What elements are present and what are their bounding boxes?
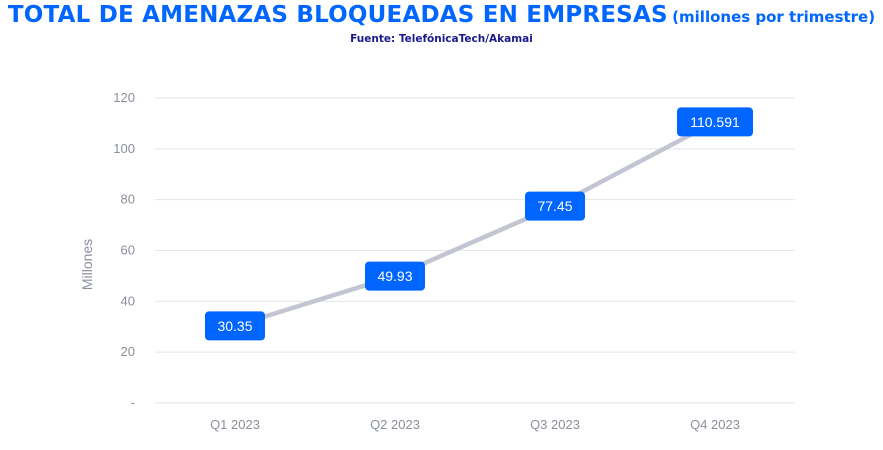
x-tick-label: Q3 2023 xyxy=(530,417,580,432)
data-label: 49.93 xyxy=(377,268,412,284)
x-tick-label: Q4 2023 xyxy=(690,417,740,432)
y-tick-label: 80 xyxy=(121,192,135,207)
data-label: 110.591 xyxy=(690,114,740,130)
data-label: 30.35 xyxy=(217,318,252,334)
chart-title: TOTAL DE AMENAZAS BLOQUEADAS EN EMPRESAS xyxy=(7,2,668,28)
series-line xyxy=(232,119,718,329)
data-label-box xyxy=(677,107,753,137)
y-tick-label: 100 xyxy=(113,141,135,156)
x-tick-label: Q2 2023 xyxy=(370,417,420,432)
data-label-box xyxy=(205,311,265,341)
data-label: 77.45 xyxy=(537,198,572,214)
chart-source: Fuente: TelefónicaTech/Akamai xyxy=(350,33,533,45)
y-tick-label: 120 xyxy=(113,90,135,105)
chart-title-block: TOTAL DE AMENAZAS BLOQUEADAS EN EMPRESAS… xyxy=(0,2,883,28)
y-axis-label: Millones xyxy=(79,239,95,290)
y-tick-label: - xyxy=(131,395,135,410)
data-label-box xyxy=(365,261,425,291)
y-tick-label: 20 xyxy=(121,344,135,359)
chart-subtitle: (millones por trimestre) xyxy=(672,8,876,26)
y-tick-label: 60 xyxy=(121,243,135,258)
y-tick-label: 40 xyxy=(121,293,135,308)
x-tick-label: Q1 2023 xyxy=(210,417,260,432)
data-label-box xyxy=(525,191,585,221)
